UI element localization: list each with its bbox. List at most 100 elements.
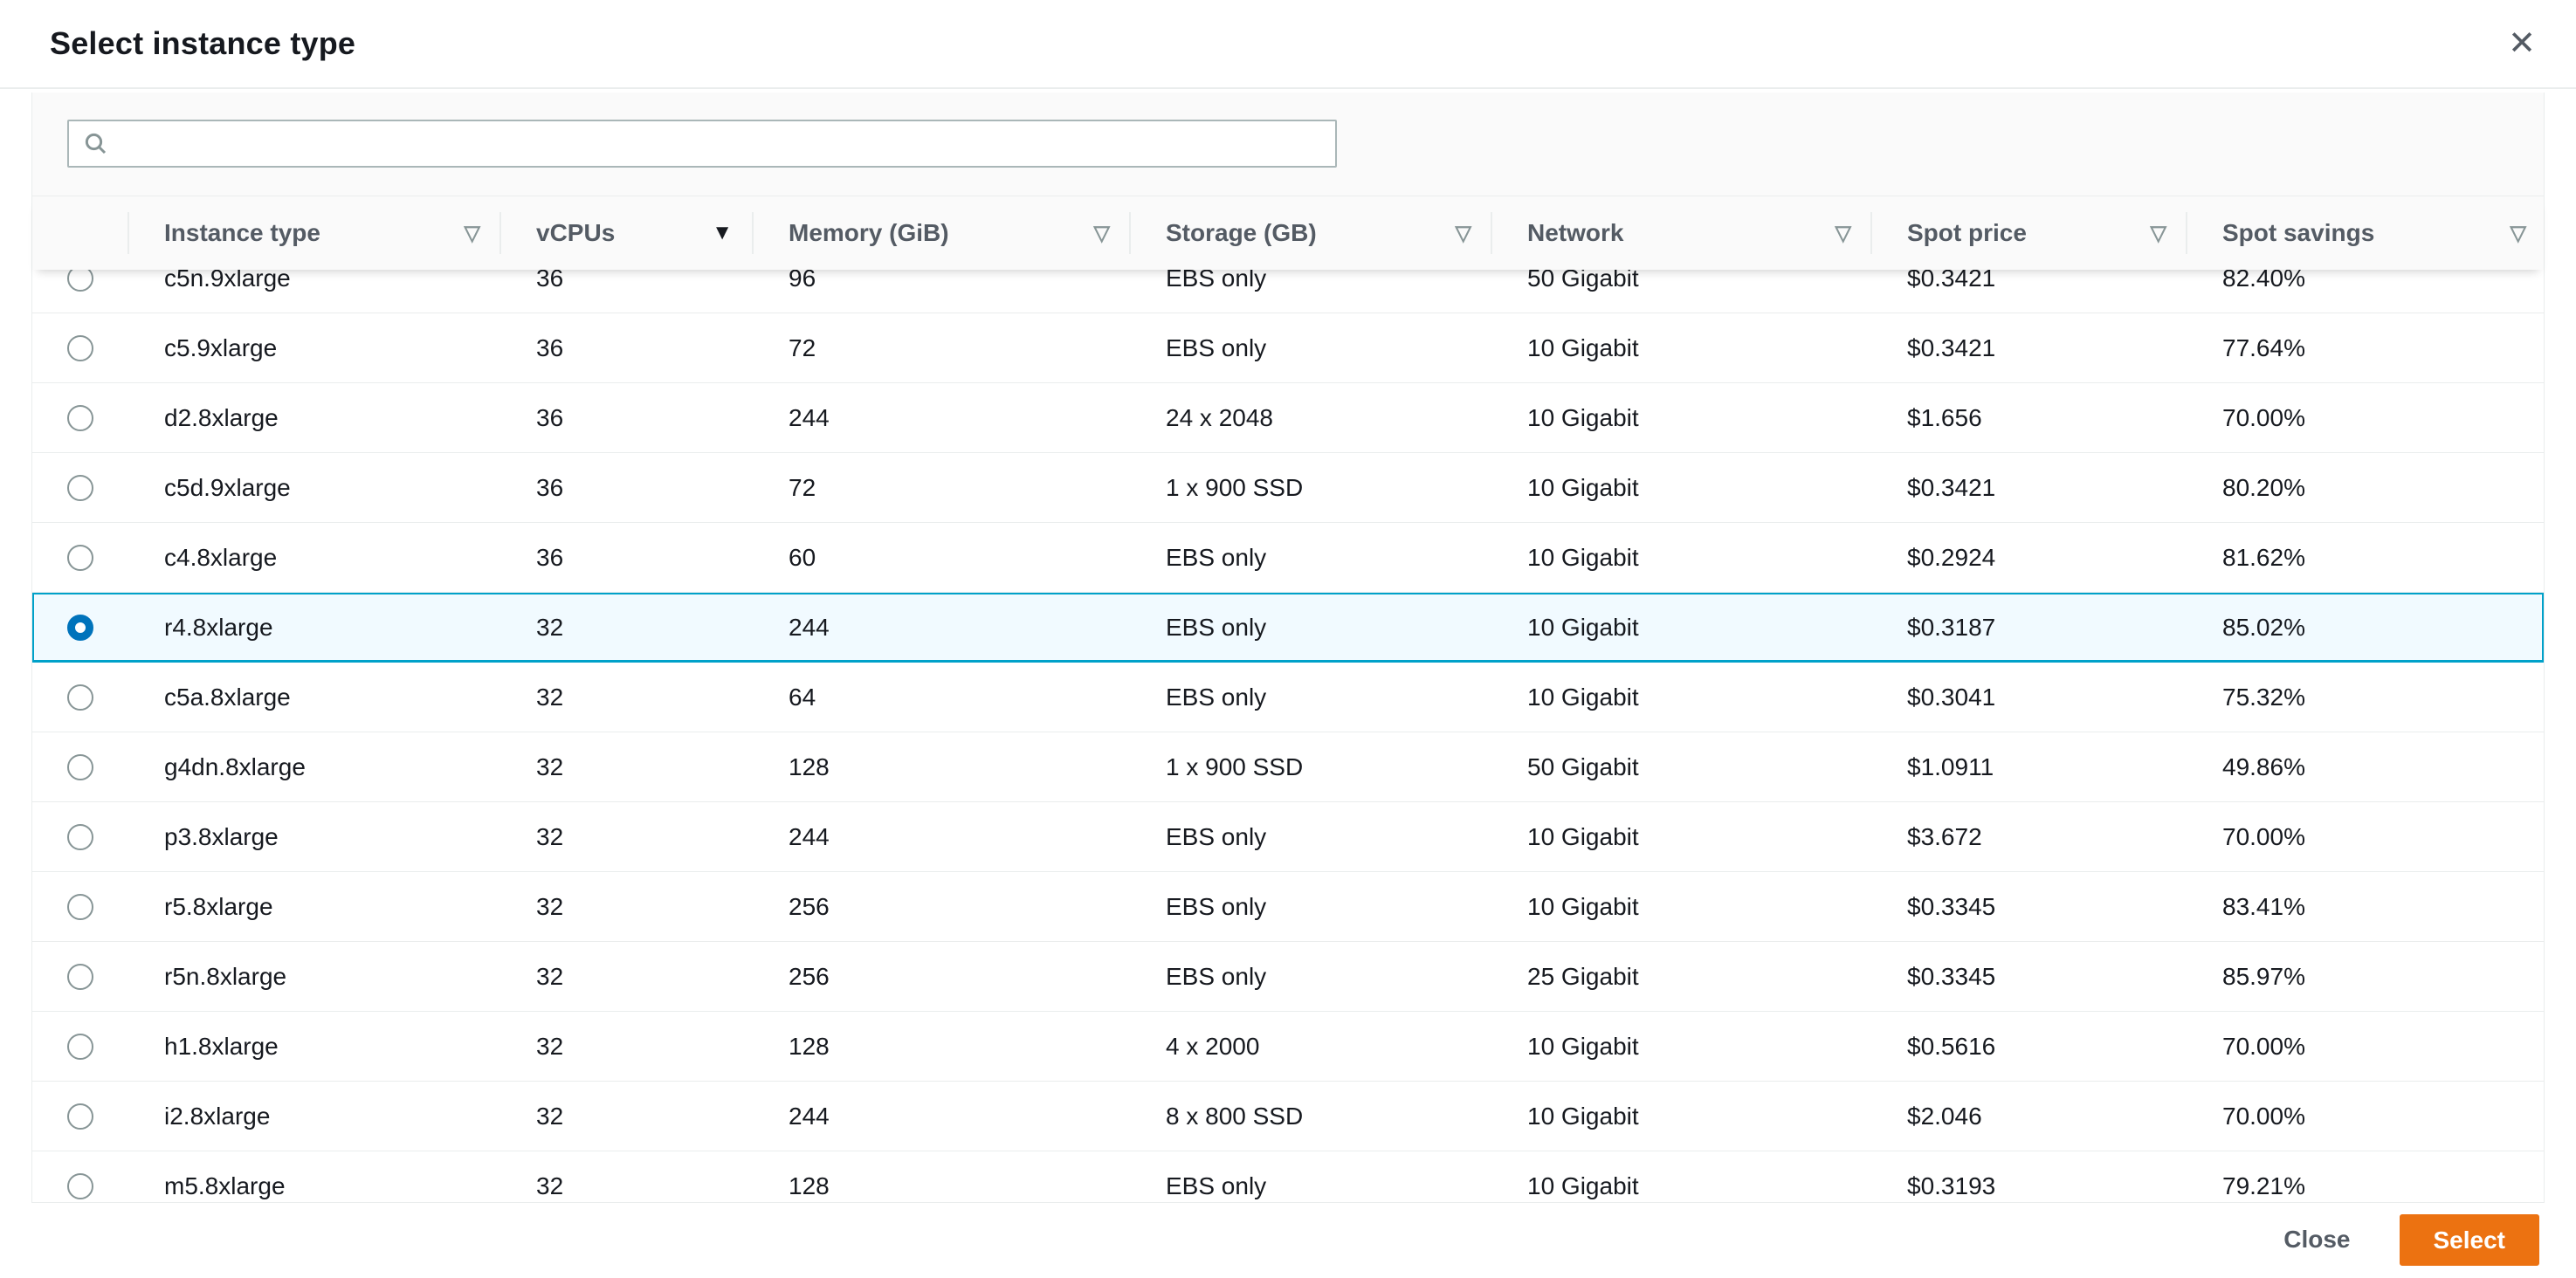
column-header-instance-type[interactable]: Instance type ▽ — [127, 196, 499, 270]
cell-instance-type: r5.8xlarge — [164, 892, 273, 920]
table-row[interactable]: h1.8xlarge 32 128 4 x 2000 10 Gigabit $0.5616… — [32, 1012, 2544, 1082]
cell-vcpus: 32 — [536, 613, 564, 641]
radio-cell — [32, 544, 127, 571]
radio-unselected[interactable] — [66, 893, 93, 920]
radio-cell — [32, 404, 127, 431]
table-row[interactable]: c4.8xlarge 36 60 EBS only 10 Gigabit $0.2924 8… — [32, 523, 2544, 593]
cell-network: 10 Gigabit — [1527, 822, 1639, 850]
radio-unselected[interactable] — [66, 270, 93, 292]
cell-spot-savings: 80.20% — [2222, 473, 2305, 501]
cell-spot-price: $0.3421 — [1907, 333, 1996, 361]
cell-vcpus: 32 — [536, 1102, 564, 1130]
sort-desc-icon[interactable]: ▼ — [712, 221, 733, 244]
cell-instance-type: c5a.8xlarge — [164, 683, 291, 711]
table-rows: c5n.9xlarge 36 96 EBS only 50 Gigabit $0.3421… — [32, 270, 2544, 1202]
cell-memory: 128 — [789, 752, 830, 780]
column-header-vcpus[interactable]: vCPUs ▼ — [499, 196, 752, 270]
cell-network: 10 Gigabit — [1527, 473, 1639, 501]
cell-vcpus: 32 — [536, 1172, 564, 1199]
column-header-memory[interactable]: Memory (GiB) ▽ — [752, 196, 1129, 270]
cell-vcpus: 32 — [536, 1032, 564, 1060]
close-button[interactable]: Close — [2283, 1226, 2351, 1254]
radio-unselected[interactable] — [66, 684, 93, 711]
cell-vcpus: 36 — [536, 403, 564, 431]
cell-memory: 244 — [789, 613, 830, 641]
radio-unselected[interactable] — [66, 544, 93, 571]
cell-vcpus: 32 — [536, 752, 564, 780]
table-row[interactable]: r5n.8xlarge 32 256 EBS only 25 Gigabit $0.334… — [32, 942, 2544, 1012]
radio-unselected[interactable] — [66, 1033, 93, 1060]
table-row[interactable]: g4dn.8xlarge 32 128 1 x 900 SSD 50 Gigabit $1… — [32, 732, 2544, 802]
close-icon[interactable]: ✕ — [2503, 22, 2541, 65]
cell-instance-type: m5.8xlarge — [164, 1172, 286, 1199]
table-row[interactable]: c5n.9xlarge 36 96 EBS only 50 Gigabit $0.3421… — [32, 270, 2544, 313]
radio-unselected[interactable] — [66, 1103, 93, 1130]
cell-storage: EBS only — [1166, 333, 1267, 361]
cell-network: 50 Gigabit — [1527, 752, 1639, 780]
cell-storage: EBS only — [1166, 270, 1267, 292]
sort-icon[interactable]: ▽ — [1455, 221, 1471, 245]
sort-icon[interactable]: ▽ — [1835, 221, 1851, 245]
table-row[interactable]: c5d.9xlarge 36 72 1 x 900 SSD 10 Gigabit $0.3… — [32, 453, 2544, 523]
cell-memory: 244 — [789, 403, 830, 431]
radio-unselected[interactable] — [66, 1172, 93, 1199]
column-header-network[interactable]: Network ▽ — [1491, 196, 1870, 270]
table-row[interactable]: c5.9xlarge 36 72 EBS only 10 Gigabit $0.3421 7… — [32, 313, 2544, 383]
cell-storage: 1 x 900 SSD — [1166, 752, 1304, 780]
sort-icon[interactable]: ▽ — [464, 221, 480, 245]
column-label: Spot savings — [2222, 219, 2375, 246]
table-row[interactable]: m5.8xlarge 32 128 EBS only 10 Gigabit $0.3193… — [32, 1151, 2544, 1202]
radio-unselected[interactable] — [66, 963, 93, 990]
cell-storage: EBS only — [1166, 822, 1267, 850]
cell-instance-type: i2.8xlarge — [164, 1102, 271, 1130]
cell-vcpus: 36 — [536, 270, 564, 292]
modal-footer: Close Select — [0, 1210, 2576, 1278]
cell-instance-type: c5.9xlarge — [164, 333, 278, 361]
select-button[interactable]: Select — [2399, 1213, 2539, 1266]
cell-spot-price: $0.3421 — [1907, 473, 1996, 501]
cell-instance-type: c4.8xlarge — [164, 543, 278, 571]
cell-spot-price: $0.3041 — [1907, 683, 1996, 711]
radio-unselected[interactable] — [66, 334, 93, 361]
column-header-spot-price[interactable]: Spot price ▽ — [1870, 196, 2186, 270]
sort-icon[interactable]: ▽ — [2510, 221, 2526, 245]
radio-unselected[interactable] — [66, 474, 93, 501]
radio-unselected[interactable] — [66, 823, 93, 850]
cell-memory: 72 — [789, 473, 816, 501]
cell-storage: 1 x 900 SSD — [1166, 473, 1304, 501]
table-row[interactable]: r4.8xlarge 32 244 EBS only 10 Gigabit $0.3187… — [32, 593, 2544, 663]
cell-network: 10 Gigabit — [1527, 333, 1639, 361]
cell-spot-price: $3.672 — [1907, 822, 1982, 850]
search-input[interactable] — [118, 121, 1335, 166]
table-row[interactable]: i2.8xlarge 32 244 8 x 800 SSD 10 Gigabit $2.0… — [32, 1082, 2544, 1151]
radio-unselected[interactable] — [66, 753, 93, 780]
cell-spot-price: $0.3421 — [1907, 270, 1996, 292]
table-row[interactable]: r5.8xlarge 32 256 EBS only 10 Gigabit $0.3345… — [32, 872, 2544, 942]
cell-storage: 24 x 2048 — [1166, 403, 1273, 431]
sort-icon[interactable]: ▽ — [1093, 221, 1110, 245]
cell-network: 25 Gigabit — [1527, 962, 1639, 990]
search-box[interactable] — [67, 120, 1337, 168]
cell-storage: 8 x 800 SSD — [1166, 1102, 1304, 1130]
column-divider — [499, 212, 501, 254]
table-row[interactable]: c5a.8xlarge 32 64 EBS only 10 Gigabit $0.3041… — [32, 663, 2544, 732]
modal-body: Instance type ▽ vCPUs ▼ Memory (GiB) ▽ S… — [0, 89, 2576, 1211]
cell-network: 10 Gigabit — [1527, 403, 1639, 431]
radio-cell — [32, 270, 127, 292]
table-row[interactable]: p3.8xlarge 32 244 EBS only 10 Gigabit $3.672 7… — [32, 802, 2544, 872]
column-header-spot-savings[interactable]: Spot savings ▽ — [2186, 196, 2545, 270]
sort-icon[interactable]: ▽ — [2150, 221, 2166, 245]
column-header-storage[interactable]: Storage (GB) ▽ — [1129, 196, 1491, 270]
column-label: Network — [1527, 219, 1624, 246]
radio-unselected[interactable] — [66, 404, 93, 431]
cell-storage: EBS only — [1166, 613, 1267, 641]
cell-vcpus: 32 — [536, 822, 564, 850]
cell-spot-savings: 79.21% — [2222, 1172, 2305, 1199]
radio-cell — [32, 963, 127, 990]
table-row[interactable]: d2.8xlarge 36 244 24 x 2048 10 Gigabit $1.656… — [32, 383, 2544, 453]
column-label: Instance type — [164, 219, 320, 246]
radio-selected[interactable] — [66, 614, 93, 641]
cell-spot-price: $0.5616 — [1907, 1032, 1996, 1060]
cell-spot-savings: 85.02% — [2222, 613, 2305, 641]
